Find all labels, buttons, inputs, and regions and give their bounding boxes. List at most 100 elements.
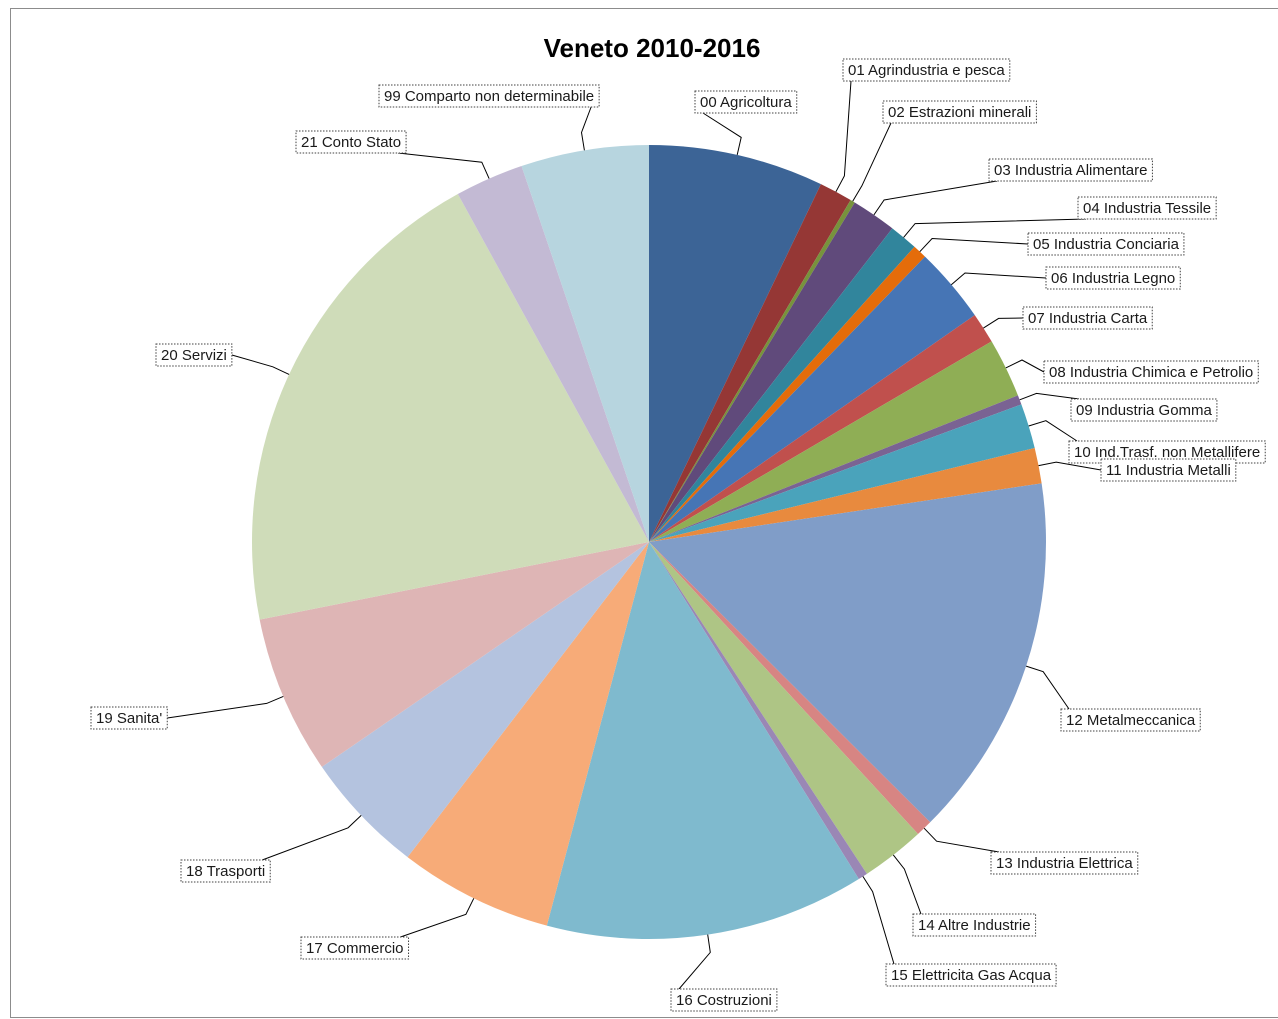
slice-label-box [90, 706, 168, 730]
pie-slice-1 [649, 145, 821, 542]
slice-leader-line [903, 218, 1087, 238]
slice-label-box [912, 913, 1037, 937]
slice-label-20: 19 Sanita' [90, 706, 168, 730]
slice-leader-line [1028, 420, 1078, 442]
slice-label-1: 00 Agricoltura [694, 90, 798, 114]
slice-label-text: 19 Sanita' [96, 710, 162, 727]
slice-leader-line [852, 122, 892, 202]
pie-slice-20 [259, 542, 649, 767]
slice-label-box [300, 936, 410, 960]
pie-slices [252, 145, 1046, 939]
slice-label-box [1022, 306, 1153, 330]
slice-label-7: 06 Industria Legno [1045, 266, 1181, 290]
slice-label-box [1045, 266, 1181, 290]
slice-label-9: 08 Industria Chimica e Petrolio [1043, 360, 1259, 384]
slice-label-23: 99 Comparto non determinabile [378, 84, 600, 108]
chart-title: Veneto 2010-2016 [544, 33, 761, 63]
slice-leader-line [862, 876, 895, 965]
slice-label-box [990, 851, 1139, 875]
slice-label-6: 05 Industria Conciaria [1027, 232, 1185, 256]
slice-leader-line [873, 180, 998, 216]
slice-leader-line [1005, 359, 1045, 373]
pie-slice-12 [649, 447, 1042, 542]
slice-label-text: 10 Ind.Trasf. non Metallifere [1074, 444, 1260, 461]
slice-label-box [155, 343, 233, 367]
slice-label-13: 12 Metalmeccanica [1060, 708, 1201, 732]
slice-label-text: 17 Commercio [306, 940, 404, 957]
slice-leader-line [262, 815, 362, 861]
pie-slice-5 [649, 228, 915, 542]
slice-label-5: 04 Industria Tessile [1077, 196, 1217, 220]
pie-slice-4 [649, 202, 893, 542]
slice-label-text: 08 Industria Chimica e Petrolio [1049, 364, 1253, 381]
slice-leader-line [400, 898, 475, 938]
pie-slice-16 [649, 542, 867, 880]
slice-label-text: 09 Industria Gomma [1076, 402, 1213, 419]
slice-leader-line [919, 237, 1029, 253]
chart-frame: Veneto 2010-2016 00 Agricoltura 01 Agrind… [10, 8, 1278, 1018]
slice-leader-line [892, 854, 922, 915]
slice-label-text: 13 Industria Elettrica [996, 855, 1133, 872]
slice-label-box [378, 84, 600, 108]
slice-label-15: 14 Altre Industrie [912, 913, 1037, 937]
slice-leader-line [580, 106, 592, 151]
slice-label-text: 12 Metalmeccanica [1066, 712, 1196, 729]
pie-slice-19 [321, 542, 649, 858]
pie-slice-7 [649, 256, 975, 542]
pie-slice-14 [649, 542, 931, 834]
slice-label-text: 07 Industria Carta [1028, 310, 1148, 327]
slice-label-22: 21 Conto Stato [295, 130, 407, 154]
slice-label-3: 02 Estrazioni minerali [882, 100, 1037, 124]
pie-slice-9 [649, 341, 1018, 542]
slice-label-text: 21 Conto Stato [301, 134, 401, 151]
pie-slice-2 [649, 184, 851, 543]
slice-label-box [885, 963, 1057, 987]
slice-leader-line [231, 354, 290, 375]
pie-slice-3 [649, 200, 855, 542]
pie-slice-18 [407, 542, 649, 926]
slice-label-text: 18 Trasporti [186, 863, 265, 880]
slice-label-text: 04 Industria Tessile [1083, 200, 1211, 217]
pie-slice-6 [649, 246, 926, 542]
pie-slice-13 [649, 483, 1046, 823]
slice-label-text: 15 Elettricita Gas Acqua [891, 967, 1052, 984]
slice-leader-line [702, 112, 742, 156]
slice-label-18: 17 Commercio [300, 936, 410, 960]
slice-label-text: 20 Servizi [161, 347, 227, 364]
slice-label-text: 14 Altre Industrie [918, 917, 1031, 934]
slice-label-text: 00 Agricoltura [700, 94, 792, 111]
slice-label-text: 05 Industria Conciaria [1033, 236, 1180, 253]
pie-slice-22 [457, 166, 649, 542]
pie-slice-15 [649, 542, 919, 874]
slice-leader-line [167, 695, 284, 719]
slice-label-box [882, 100, 1037, 124]
slice-label-box [180, 859, 271, 883]
pie-slice-11 [649, 404, 1035, 542]
slice-label-2: 01 Agrindustria e pesca [842, 58, 1011, 82]
slice-leader-line [835, 80, 852, 193]
slice-label-box [1027, 232, 1185, 256]
slice-label-box [1100, 458, 1237, 482]
pie-labels: 00 Agricoltura 01 Agrindustria e pesca 02 … [90, 58, 1266, 1012]
slice-label-8: 07 Industria Carta [1022, 306, 1153, 330]
slice-label-box [1070, 398, 1218, 422]
slice-label-text: 06 Industria Legno [1051, 270, 1175, 287]
slice-label-11: 10 Ind.Trasf. non Metallifere [1068, 440, 1266, 464]
slice-leader-line [398, 152, 490, 179]
slice-label-17: 16 Costruzioni [670, 988, 778, 1012]
slice-label-box [295, 130, 407, 154]
pie-chart: Veneto 2010-2016 00 Agricoltura 01 Agrind… [90, 33, 1266, 1012]
slice-label-text: 03 Industria Alimentare [994, 162, 1147, 179]
slice-label-14: 13 Industria Elettrica [990, 851, 1139, 875]
pie-slice-23 [521, 145, 649, 542]
slice-label-12: 11 Industria Metalli [1100, 458, 1237, 482]
slice-label-21: 20 Servizi [155, 343, 233, 367]
slice-label-box [1043, 360, 1259, 384]
slice-label-10: 09 Industria Gomma [1070, 398, 1218, 422]
slice-label-box [1077, 196, 1217, 220]
slice-label-4: 03 Industria Alimentare [988, 158, 1153, 182]
slice-label-text: 02 Estrazioni minerali [888, 104, 1031, 121]
slice-label-text: 16 Costruzioni [676, 992, 772, 1009]
slice-label-box [694, 90, 798, 114]
pie-slice-17 [546, 542, 859, 939]
